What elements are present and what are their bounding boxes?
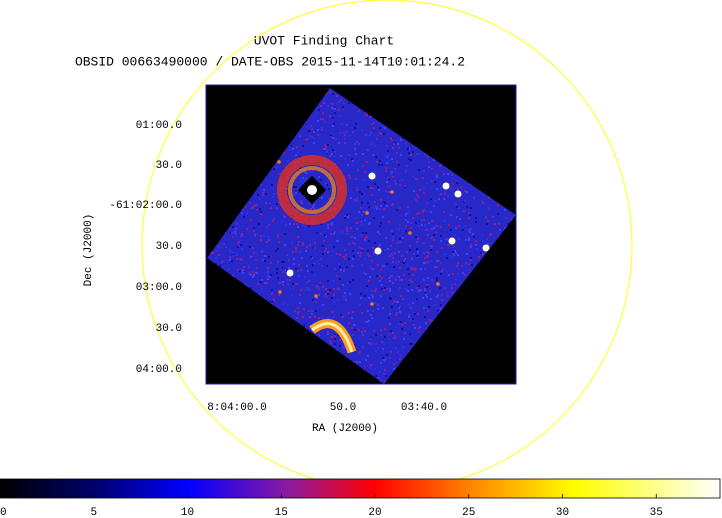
star — [278, 290, 282, 294]
title: UVOT Finding Chart — [254, 33, 394, 48]
halo — [277, 155, 347, 225]
star — [314, 294, 318, 298]
star — [368, 172, 376, 180]
dec-tick-label: 01:00.0 — [136, 120, 182, 132]
colorbar-tick-label: 0 — [0, 507, 7, 518]
colorbar-tick-label: 5 — [90, 507, 97, 518]
arc-artifact — [311, 322, 354, 353]
star — [442, 182, 450, 190]
dec-tick-label: 30.0 — [156, 160, 182, 172]
colorbar-tick-label: 15 — [275, 507, 288, 518]
y-axis-label: Dec (J2000) — [83, 214, 95, 287]
star — [370, 302, 374, 306]
dec-tick-label: 30.0 — [156, 323, 182, 335]
bright-source — [307, 185, 317, 195]
star — [365, 211, 369, 215]
dec-tick-label: 30.0 — [156, 241, 182, 253]
star — [390, 190, 394, 194]
star — [482, 244, 490, 252]
star — [448, 237, 456, 245]
ra-tick-label: 50.0 — [330, 402, 356, 414]
star — [436, 282, 440, 286]
ra-tick-label: 03:40.0 — [401, 402, 447, 414]
dec-tick-label: 03:00.0 — [136, 282, 182, 294]
colorbar-tick-label: 10 — [181, 507, 194, 518]
noise — [207, 88, 516, 384]
halo — [288, 166, 336, 214]
subtitle: OBSID 00663490000 / DATE-OBS 2015-11-14T… — [75, 54, 465, 69]
colorbar-tick-label: 30 — [556, 507, 569, 518]
colorbar — [0, 478, 721, 499]
dec-tick-label: 04:00.0 — [136, 364, 182, 376]
colorbar-tick-label: 35 — [650, 507, 663, 518]
star — [408, 231, 412, 235]
colorbar-tick-label: 25 — [462, 507, 475, 518]
colorbar-tick-label: 20 — [368, 507, 381, 518]
star — [286, 269, 294, 277]
star — [454, 190, 462, 198]
x-axis-label: RA (J2000) — [312, 423, 378, 435]
star — [374, 247, 382, 255]
dec-tick-label: -61:02:00.0 — [109, 200, 182, 212]
star — [277, 160, 281, 164]
ra-tick-label: 8:04:00.0 — [207, 402, 266, 414]
